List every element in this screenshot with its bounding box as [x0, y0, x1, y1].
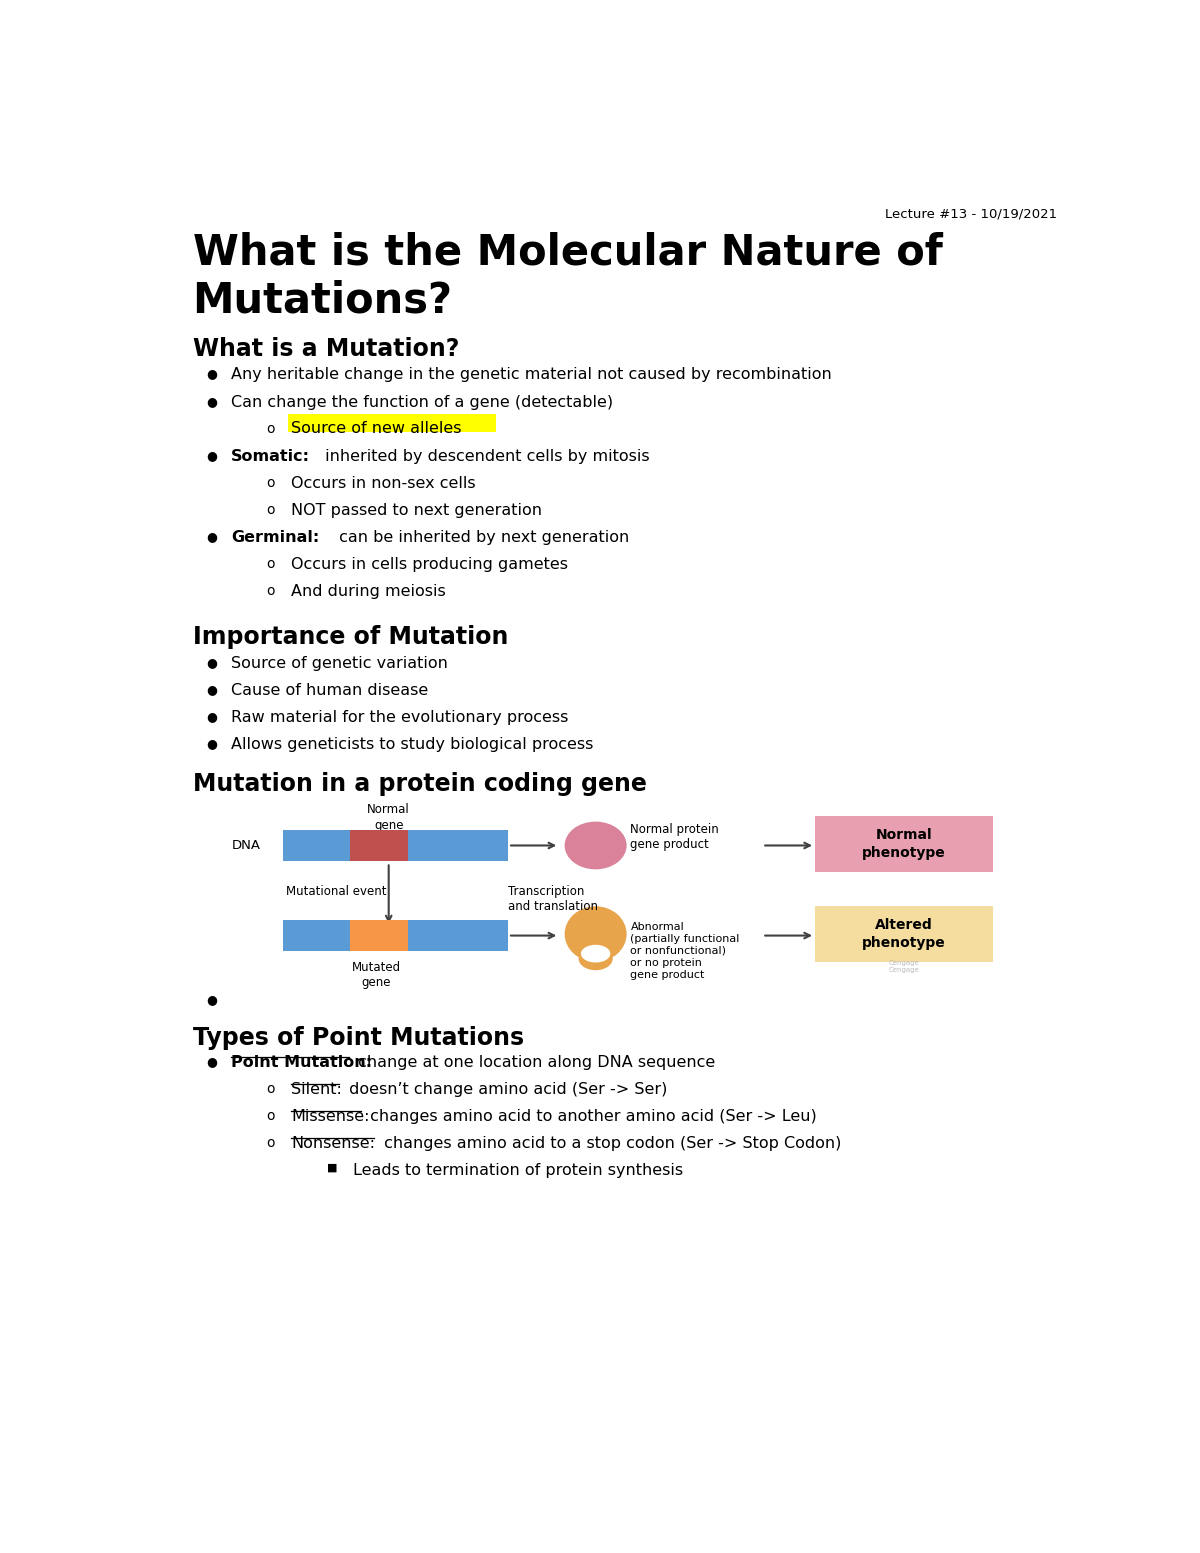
- Text: ●: ●: [206, 449, 217, 461]
- Text: Germinal:: Germinal:: [232, 530, 319, 545]
- Text: ●: ●: [206, 994, 217, 1006]
- Text: Cengage
Cengage: Cengage Cengage: [889, 960, 919, 974]
- Text: Mutational event: Mutational event: [286, 885, 386, 898]
- Text: Occurs in non-sex cells: Occurs in non-sex cells: [292, 475, 475, 491]
- Text: Leads to termination of protein synthesis: Leads to termination of protein synthesi…: [353, 1163, 683, 1177]
- Text: ●: ●: [206, 530, 217, 544]
- Text: Point Mutation:: Point Mutation:: [232, 1054, 372, 1070]
- Text: Mutated
gene: Mutated gene: [352, 961, 401, 989]
- Text: What is the Molecular Nature of: What is the Molecular Nature of: [193, 231, 942, 273]
- Bar: [815, 817, 994, 871]
- Text: Can change the function of a gene (detectable): Can change the function of a gene (detec…: [232, 394, 613, 410]
- Text: doesn’t change amino acid (Ser -> Ser): doesn’t change amino acid (Ser -> Ser): [343, 1082, 667, 1096]
- Text: Importance of Mutation: Importance of Mutation: [193, 626, 508, 649]
- Text: ●: ●: [206, 710, 217, 724]
- Text: ●: ●: [206, 683, 217, 696]
- Text: Allows geneticists to study biological process: Allows geneticists to study biological p…: [232, 738, 594, 752]
- Text: ●: ●: [206, 655, 217, 669]
- Ellipse shape: [578, 947, 613, 971]
- Text: Source of genetic variation: Source of genetic variation: [232, 655, 449, 671]
- Ellipse shape: [565, 907, 626, 961]
- Ellipse shape: [565, 822, 626, 870]
- Text: ●: ●: [206, 394, 217, 408]
- Text: Raw material for the evolutionary process: Raw material for the evolutionary proces…: [232, 710, 569, 725]
- Text: o: o: [266, 584, 275, 598]
- Text: o: o: [266, 1109, 275, 1123]
- Text: o: o: [266, 1135, 275, 1149]
- Text: Transcription
and translation: Transcription and translation: [508, 885, 598, 913]
- Bar: [350, 921, 408, 950]
- Text: ●: ●: [206, 738, 217, 750]
- Text: Altered
phenotype: Altered phenotype: [863, 918, 946, 950]
- Bar: [283, 921, 508, 950]
- Text: Nonsense:: Nonsense:: [292, 1135, 376, 1151]
- Bar: [815, 907, 994, 961]
- Text: o: o: [266, 556, 275, 572]
- Bar: [350, 831, 408, 860]
- Text: Mutations?: Mutations?: [193, 280, 452, 321]
- Text: Lecture #13 - 10/19/2021: Lecture #13 - 10/19/2021: [884, 208, 1057, 221]
- Text: ■: ■: [326, 1163, 337, 1173]
- Text: Any heritable change in the genetic material not caused by recombination: Any heritable change in the genetic mate…: [232, 368, 832, 382]
- Text: ●: ●: [206, 1054, 217, 1068]
- Bar: [288, 413, 496, 432]
- Text: Abnormal
(partially functional
or nonfunctional)
or no protein
gene product: Abnormal (partially functional or nonfun…: [630, 922, 740, 980]
- Text: Silent:: Silent:: [292, 1082, 342, 1096]
- Text: o: o: [266, 475, 275, 489]
- Bar: [283, 831, 508, 860]
- Text: Occurs in cells producing gametes: Occurs in cells producing gametes: [292, 556, 568, 572]
- Text: changes amino acid to another amino acid (Ser -> Leu): changes amino acid to another amino acid…: [366, 1109, 817, 1124]
- Text: o: o: [266, 1082, 275, 1096]
- Text: Types of Point Mutations: Types of Point Mutations: [193, 1025, 523, 1050]
- Text: Normal
gene: Normal gene: [367, 803, 410, 831]
- Text: Source of new alleles: Source of new alleles: [292, 421, 462, 436]
- Text: Normal protein
gene product: Normal protein gene product: [630, 823, 719, 851]
- Text: And during meiosis: And during meiosis: [292, 584, 446, 598]
- Text: Mutation in a protein coding gene: Mutation in a protein coding gene: [193, 772, 647, 795]
- Text: ●: ●: [206, 368, 217, 380]
- Text: o: o: [266, 422, 275, 436]
- Text: inherited by descendent cells by mitosis: inherited by descendent cells by mitosis: [320, 449, 650, 464]
- Text: change at one location along DNA sequence: change at one location along DNA sequenc…: [353, 1054, 715, 1070]
- Text: can be inherited by next generation: can be inherited by next generation: [335, 530, 630, 545]
- Text: DNA: DNA: [232, 839, 260, 853]
- Text: o: o: [266, 503, 275, 517]
- Text: What is a Mutation?: What is a Mutation?: [193, 337, 458, 360]
- Text: Normal
phenotype: Normal phenotype: [863, 828, 946, 860]
- Text: Somatic:: Somatic:: [232, 449, 311, 464]
- Text: Cause of human disease: Cause of human disease: [232, 683, 428, 697]
- Text: Missense:: Missense:: [292, 1109, 370, 1124]
- Ellipse shape: [581, 944, 611, 963]
- Text: NOT passed to next generation: NOT passed to next generation: [292, 503, 542, 517]
- Text: changes amino acid to a stop codon (Ser -> Stop Codon): changes amino acid to a stop codon (Ser …: [379, 1135, 841, 1151]
